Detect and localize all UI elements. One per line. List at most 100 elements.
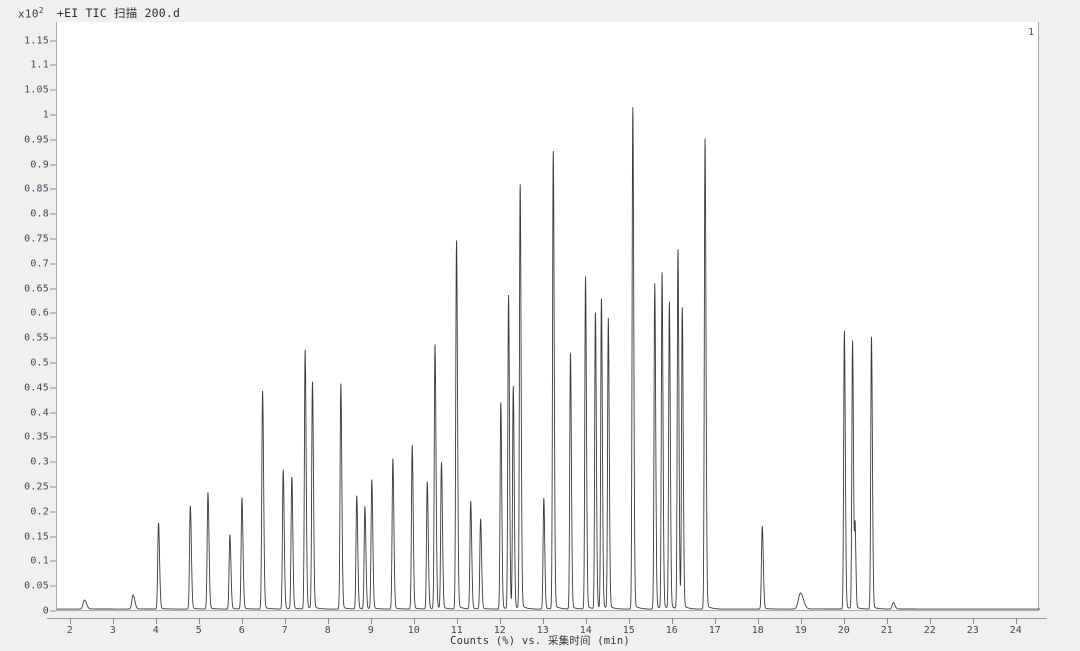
y-tick-label: 0.9 bbox=[30, 159, 49, 171]
x-tick-mark bbox=[628, 618, 630, 624]
x-tick-mark bbox=[413, 618, 415, 624]
x-axis: 2 3 4 5 6 7 8 9 10 11 12 13 14 15 16 17 18 19 20 21 22 23 24 bbox=[0, 618, 1080, 638]
y-tick-label: 0.05 bbox=[24, 580, 49, 592]
x-tick-mark bbox=[972, 618, 974, 624]
chart-header: x102 +EI TIC 扫描 200.d bbox=[0, 0, 1080, 26]
x-tick-mark bbox=[241, 618, 243, 624]
x-tick-mark bbox=[929, 618, 931, 624]
y-tick-label: 0.7 bbox=[30, 258, 49, 270]
x-tick-mark bbox=[886, 618, 888, 624]
y-tick-label: 0.3 bbox=[30, 456, 49, 468]
x-tick-mark bbox=[1015, 618, 1017, 624]
y-tick-mark bbox=[50, 312, 56, 314]
y-tick-label: 0.4 bbox=[30, 407, 49, 419]
x-tick-mark bbox=[155, 618, 157, 624]
y-tick-mark bbox=[50, 263, 56, 265]
y-tick-mark bbox=[50, 436, 56, 438]
y-tick-label: 0.8 bbox=[30, 208, 49, 220]
plot-area[interactable]: 1 bbox=[56, 22, 1040, 611]
x-tick-label: 24 bbox=[1009, 625, 1022, 636]
x-tick-mark bbox=[671, 618, 673, 624]
y-exponent-base: x10 bbox=[18, 7, 39, 21]
x-tick-label: 15 bbox=[622, 625, 635, 636]
y-tick-label: 0.1 bbox=[30, 555, 49, 567]
y-tick-mark bbox=[50, 511, 56, 513]
x-tick-label: 21 bbox=[880, 625, 893, 636]
x-tick-mark bbox=[542, 618, 544, 624]
x-tick-mark bbox=[327, 618, 329, 624]
x-tick-label: 9 bbox=[367, 625, 374, 636]
x-tick-mark bbox=[800, 618, 802, 624]
x-tick-label: 14 bbox=[579, 625, 592, 636]
x-tick-mark bbox=[198, 618, 200, 624]
x-tick-label: 10 bbox=[407, 625, 420, 636]
y-tick-mark bbox=[50, 213, 56, 215]
x-tick-label: 5 bbox=[195, 625, 202, 636]
x-tick-mark bbox=[456, 618, 458, 624]
x-axis-rule bbox=[47, 618, 1047, 619]
chromatogram-trace bbox=[57, 107, 1040, 610]
trace-index-label: 1 bbox=[1028, 27, 1034, 38]
y-tick-label: 0.95 bbox=[24, 134, 49, 146]
x-tick-label: 4 bbox=[152, 625, 159, 636]
x-tick-label: 16 bbox=[665, 625, 678, 636]
x-tick-label: 18 bbox=[751, 625, 764, 636]
x-axis-title: Counts (%) vs. 采集时间 (min) bbox=[450, 635, 630, 647]
y-tick-label: 0.65 bbox=[24, 283, 49, 295]
y-tick-mark bbox=[50, 362, 56, 364]
y-tick-mark bbox=[50, 461, 56, 463]
y-tick-label: 1.1 bbox=[30, 59, 49, 71]
y-tick-mark bbox=[50, 164, 56, 166]
x-tick-mark bbox=[69, 618, 71, 624]
x-tick-label: 20 bbox=[837, 625, 850, 636]
y-tick-mark bbox=[50, 585, 56, 587]
x-tick-mark bbox=[370, 618, 372, 624]
y-tick-label: 0.45 bbox=[24, 382, 49, 394]
y-tick-label: 0.75 bbox=[24, 233, 49, 245]
x-tick-mark bbox=[585, 618, 587, 624]
y-tick-mark bbox=[50, 412, 56, 414]
x-tick-mark bbox=[843, 618, 845, 624]
x-tick-mark bbox=[499, 618, 501, 624]
y-tick-mark bbox=[50, 610, 56, 612]
y-tick-mark bbox=[50, 40, 56, 42]
x-tick-label: 2 bbox=[66, 625, 73, 636]
x-tick-label: 11 bbox=[450, 625, 463, 636]
x-tick-label: 13 bbox=[536, 625, 549, 636]
y-tick-mark bbox=[50, 387, 56, 389]
y-tick-label: 1 bbox=[42, 109, 49, 121]
x-tick-mark bbox=[757, 618, 759, 624]
y-tick-mark bbox=[50, 238, 56, 240]
x-tick-label: 19 bbox=[794, 625, 807, 636]
y-tick-label: 1.05 bbox=[24, 84, 49, 96]
y-tick-mark bbox=[50, 337, 56, 339]
y-tick-label: 0.15 bbox=[24, 531, 49, 543]
y-tick-mark bbox=[50, 114, 56, 116]
y-tick-mark bbox=[50, 288, 56, 290]
x-tick-label: 3 bbox=[109, 625, 116, 636]
y-tick-label: 0.85 bbox=[24, 183, 49, 195]
y-axis: 1.15 1.1 1.05 1 0.95 0.9 0.85 0.8 0.75 0.7 0.65 0.6… bbox=[0, 22, 56, 617]
y-tick-mark bbox=[50, 139, 56, 141]
y-tick-label: 0.25 bbox=[24, 481, 49, 493]
x-tick-label: 23 bbox=[966, 625, 979, 636]
x-tick-mark bbox=[112, 618, 114, 624]
y-tick-mark bbox=[50, 188, 56, 190]
y-axis-exponent-label: x102 bbox=[18, 6, 44, 21]
y-tick-label: 0.35 bbox=[24, 431, 49, 443]
y-tick-label: 1.15 bbox=[24, 35, 49, 47]
y-tick-mark bbox=[50, 89, 56, 91]
x-tick-label: 8 bbox=[324, 625, 331, 636]
x-tick-label: 12 bbox=[493, 625, 506, 636]
x-tick-label: 17 bbox=[708, 625, 721, 636]
y-exponent-power: 2 bbox=[38, 6, 44, 15]
y-tick-label: 0.5 bbox=[30, 357, 49, 369]
y-tick-label: 0 bbox=[42, 605, 49, 617]
y-tick-label: 0.6 bbox=[30, 307, 49, 319]
y-tick-label: 0.2 bbox=[30, 506, 49, 518]
y-tick-mark bbox=[50, 64, 56, 66]
y-tick-label: 0.55 bbox=[24, 332, 49, 344]
x-tick-mark bbox=[714, 618, 716, 624]
trace-title: +EI TIC 扫描 200.d bbox=[57, 6, 181, 20]
